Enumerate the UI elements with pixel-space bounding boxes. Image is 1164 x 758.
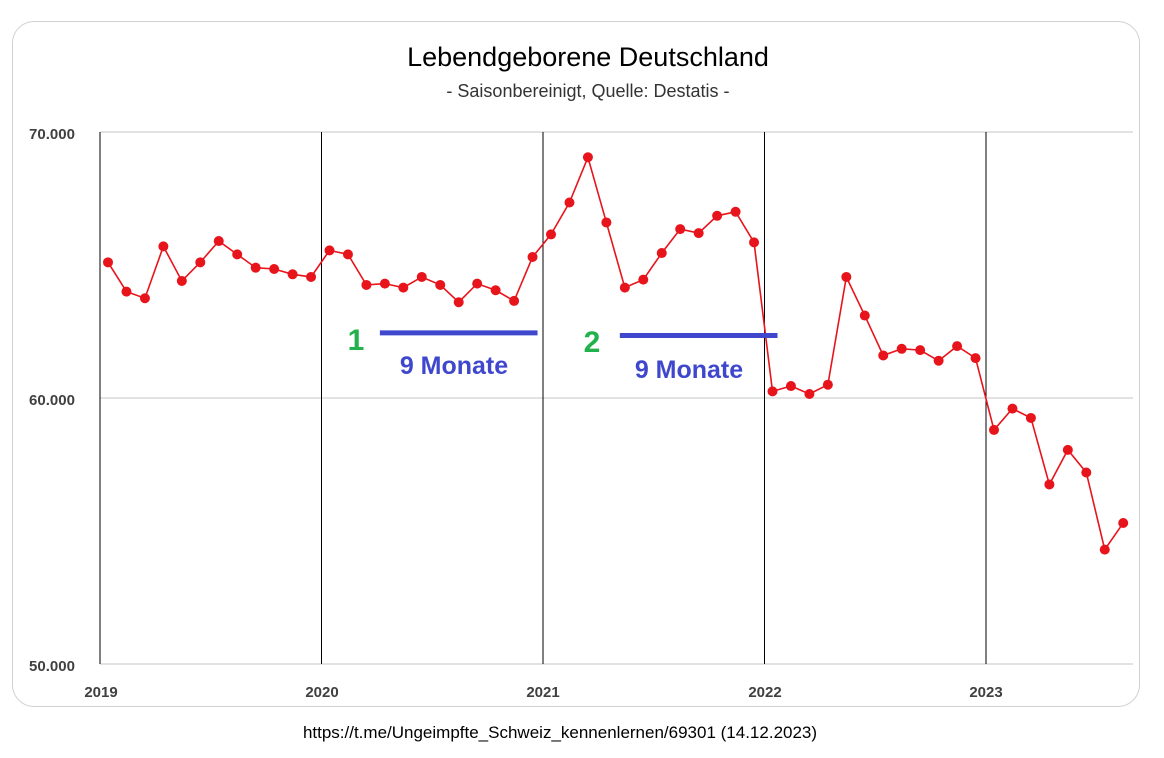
- data-point: [1099, 544, 1110, 555]
- data-point: [232, 249, 243, 260]
- source-url: https://t.me/Ungeimpfte_Schweiz_kennenle…: [302, 723, 818, 742]
- chart-frame: [12, 21, 1140, 707]
- data-point: [250, 262, 261, 273]
- data-point: [306, 271, 317, 282]
- data-point: [527, 252, 538, 263]
- y-tick-label: 70.000: [29, 126, 75, 143]
- data-point: [989, 424, 999, 435]
- y-tick-label: 60.000: [29, 392, 75, 409]
- data-point: [139, 293, 150, 304]
- data-point: [287, 269, 298, 280]
- data-point: [675, 224, 686, 235]
- data-point: [601, 217, 612, 228]
- data-point: [121, 286, 132, 297]
- data-point: [453, 297, 464, 308]
- annotation-number: 1: [348, 324, 365, 357]
- data-point: [749, 237, 760, 248]
- data-point: [509, 295, 520, 306]
- data-point: [952, 341, 963, 352]
- data-point: [693, 228, 704, 239]
- data-point: [712, 210, 723, 221]
- year-label: 2021: [526, 684, 559, 701]
- data-point: [970, 353, 981, 364]
- data-point: [195, 257, 206, 268]
- data-point: [915, 345, 926, 356]
- data-point: [1118, 518, 1129, 529]
- data-point: [398, 282, 409, 293]
- data-point: [103, 257, 113, 268]
- year-label: 2019: [84, 684, 117, 701]
- annotation-label: 9 Monate: [400, 352, 508, 380]
- data-point: [546, 229, 556, 240]
- data-point: [804, 389, 815, 400]
- annotation-number: 2: [584, 326, 601, 359]
- data-point: [176, 275, 187, 286]
- data-point: [619, 282, 630, 293]
- annotation-label: 9 Monate: [635, 356, 743, 384]
- year-label: 2022: [748, 684, 781, 701]
- data-point: [1062, 444, 1073, 455]
- data-point: [324, 245, 335, 256]
- annotation-layer: [379, 330, 778, 338]
- data-point: [416, 271, 427, 282]
- data-point: [361, 279, 372, 290]
- data-point: [472, 278, 483, 289]
- chart-title: Lebendgeborene Deutschland: [407, 42, 769, 72]
- data-point: [730, 206, 741, 217]
- data-point: [379, 278, 390, 289]
- data-point: [582, 152, 593, 163]
- data-point: [656, 248, 667, 259]
- grid-layer: [99, 131, 1133, 665]
- data-point: [767, 386, 778, 397]
- y-tick-label: 50.000: [29, 658, 75, 675]
- data-point: [638, 274, 649, 285]
- data-point: [822, 379, 833, 390]
- data-point: [269, 263, 280, 274]
- data-point: [859, 310, 870, 321]
- year-label: 2023: [969, 684, 1002, 701]
- data-point: [933, 355, 944, 366]
- data-point: [841, 271, 852, 282]
- year-label: 2020: [305, 684, 338, 701]
- data-point: [785, 381, 796, 392]
- data-point: [213, 236, 224, 247]
- data-point: [1007, 403, 1018, 414]
- chart-subtitle: - Saisonbereinigt, Quelle: Destatis -: [446, 81, 729, 101]
- line-layer: [107, 154, 1124, 552]
- data-point: [1081, 467, 1092, 478]
- data-point: [342, 249, 353, 260]
- data-point: [896, 343, 907, 354]
- data-point: [1044, 479, 1055, 490]
- data-point: [878, 350, 889, 361]
- series-line: [107, 154, 1124, 552]
- data-point: [435, 279, 446, 290]
- data-point: [490, 285, 501, 296]
- point-layer: [103, 152, 1129, 555]
- data-point: [1025, 412, 1036, 423]
- data-point: [158, 241, 169, 252]
- data-point: [564, 197, 575, 208]
- line-chart: Lebendgeborene Deutschland - Saisonberei…: [29, 42, 1133, 701]
